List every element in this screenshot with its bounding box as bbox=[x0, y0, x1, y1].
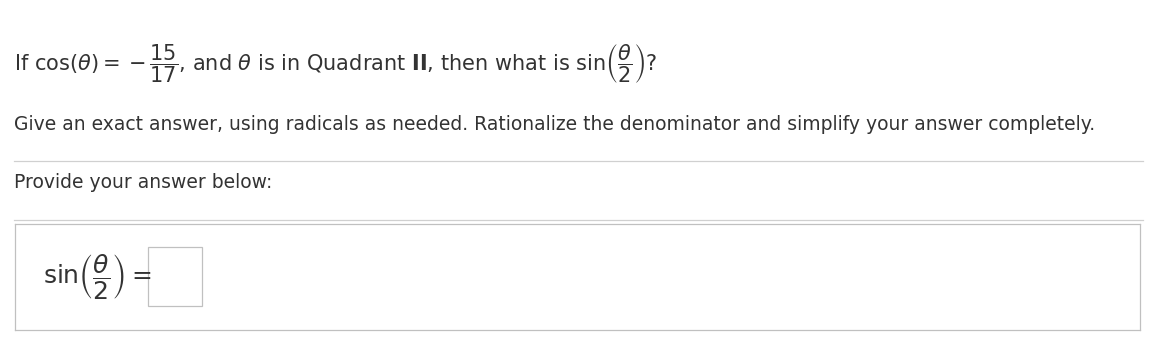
Text: Give an exact answer, using radicals as needed. Rationalize the denominator and : Give an exact answer, using radicals as … bbox=[14, 115, 1095, 134]
Text: If $\cos(\theta) = -\dfrac{15}{17}$, and $\theta$ is in Quadrant $\mathbf{II}$, : If $\cos(\theta) = -\dfrac{15}{17}$, and… bbox=[14, 42, 657, 85]
Text: Provide your answer below:: Provide your answer below: bbox=[14, 174, 272, 193]
Text: $\sin\!\left(\dfrac{\theta}{2}\right) = $: $\sin\!\left(\dfrac{\theta}{2}\right) = … bbox=[43, 252, 152, 301]
FancyBboxPatch shape bbox=[148, 247, 201, 306]
